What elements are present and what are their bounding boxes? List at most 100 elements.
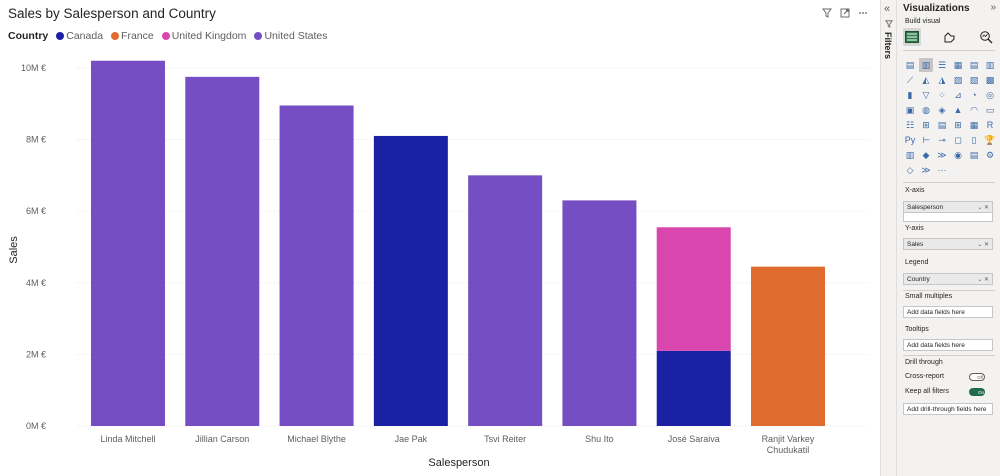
arcgis-icon[interactable]: ◉ — [954, 149, 962, 160]
bar-united-states[interactable] — [468, 175, 543, 426]
goals-icon[interactable]: 🏆 — [984, 134, 996, 145]
decomposition-tree-icon[interactable]: ⊸ — [938, 134, 946, 145]
build-visual-icon[interactable] — [903, 28, 921, 46]
bar-united-states[interactable] — [91, 60, 165, 426]
legend-entry-united-kingdom[interactable]: United Kingdom — [161, 30, 246, 42]
line-chart-icon[interactable]: ⟋ — [906, 74, 914, 85]
python-visual-icon[interactable]: Py — [904, 135, 916, 145]
field-controls-icon[interactable]: ⌄ ✕ — [977, 204, 989, 211]
legend-entry-united-states[interactable]: United States — [254, 30, 327, 42]
donut-chart-icon[interactable]: ◎ — [986, 89, 994, 100]
matrix-icon[interactable]: ▦ — [969, 119, 979, 130]
filter-pane-icon — [885, 20, 893, 30]
stacked-funnel-icon[interactable]: ⊿ — [954, 89, 962, 100]
x-tick-label: Shu Ito — [585, 434, 614, 444]
y-tick-label: 0M € — [26, 421, 46, 431]
report-canvas: Sales by Salesperson and Country Country… — [8, 6, 870, 469]
chevron-double-left-icon[interactable]: « — [884, 3, 891, 15]
kpi-icon[interactable]: ⊞ — [922, 119, 930, 130]
power-automate-icon[interactable]: ≫ — [937, 149, 947, 160]
legend-swatch — [254, 32, 263, 40]
x-axis-drop-zone[interactable] — [903, 213, 993, 222]
build-icon[interactable]: ≫ — [921, 164, 931, 175]
bar-canada[interactable] — [373, 135, 448, 426]
line-column-chart-icon[interactable]: ▧ — [969, 74, 979, 85]
pie-chart-icon[interactable]: ◔ — [971, 90, 977, 100]
y-tick-label: 2M € — [26, 349, 46, 359]
legend-entry-france[interactable]: France — [111, 30, 154, 42]
y-axis-field[interactable]: Sales ⌄ ✕ — [903, 238, 993, 250]
stacked-area-chart-icon[interactable]: ◮ — [938, 74, 946, 85]
field-controls-icon[interactable]: ⌄ ✕ — [977, 276, 989, 283]
analytics-icon[interactable] — [977, 28, 995, 46]
custom-icon[interactable]: ⚙ — [985, 149, 995, 160]
keep-all-filters-toggle[interactable]: On — [969, 388, 985, 396]
funnel-chart-icon[interactable]: ▽ — [922, 89, 930, 100]
x-tick-label: José Saraiva — [668, 434, 720, 444]
x-axis-title: Salesperson — [428, 457, 489, 469]
key-influencers-icon[interactable]: ⊢ — [922, 134, 930, 145]
y-tick-label: 8M € — [26, 135, 46, 145]
waterfall-chart-icon[interactable]: ▮ — [907, 89, 913, 100]
cross-report-toggle[interactable]: Off — [969, 373, 985, 381]
narrative-icon[interactable]: ▯ — [971, 134, 977, 145]
bar-united-kingdom[interactable] — [656, 227, 731, 351]
filters-pane-collapsed[interactable]: « Filters — [880, 0, 897, 476]
tooltips-drop-zone[interactable]: Add data fields here — [903, 339, 993, 351]
drill-through-label: Drill through — [905, 359, 943, 366]
bar-united-states[interactable] — [185, 76, 260, 426]
scatter-chart-icon[interactable]: ⁘ — [938, 89, 946, 100]
x-tick-label: Chudukatil — [767, 445, 810, 455]
bar-france[interactable] — [751, 266, 825, 426]
more-options-icon[interactable] — [858, 8, 868, 21]
more-visuals-icon[interactable]: ··· — [937, 165, 947, 175]
stacked-column-chart-icon[interactable]: ▥ — [919, 58, 933, 72]
bar-united-states[interactable] — [562, 200, 637, 426]
x-axis-field[interactable]: Salesperson ⌄ ✕ — [903, 201, 993, 213]
field-controls-icon[interactable]: ⌄ ✕ — [977, 241, 989, 248]
clustered-bar-chart-icon[interactable]: ☰ — [937, 59, 947, 70]
filled-map-icon[interactable]: ◈ — [938, 104, 946, 115]
x-axis-well-label: X-axis — [905, 187, 925, 194]
qa-icon[interactable]: ◻ — [954, 134, 962, 145]
smart-narrative-icon[interactable]: ▤ — [969, 149, 979, 160]
map-icon[interactable]: ◍ — [922, 104, 930, 115]
legend-field[interactable]: Country ⌄ ✕ — [903, 273, 993, 285]
get-more-visuals-icon[interactable]: ◇ — [906, 164, 914, 175]
filters-label: Filters — [883, 32, 893, 60]
treemap-icon[interactable]: ▣ — [905, 104, 915, 115]
slicer-icon[interactable]: ▤ — [937, 119, 947, 130]
filter-icon[interactable] — [822, 8, 832, 21]
pane-divider — [903, 50, 995, 51]
card-icon[interactable]: ▭ — [985, 104, 995, 115]
paginated-report-icon[interactable]: ▥ — [905, 149, 915, 160]
small-multiples-drop-zone[interactable]: Add data fields here — [903, 306, 993, 318]
bar-united-states[interactable] — [279, 105, 354, 426]
y-tick-label: 4M € — [26, 278, 46, 288]
pane-tabs — [903, 28, 995, 46]
clustered-column-chart-icon[interactable]: ▦ — [953, 59, 963, 70]
y-axis-well-label: Y-axis — [905, 225, 924, 232]
drill-through-drop-zone[interactable]: Add drill-through fields here — [903, 403, 993, 415]
azure-map-icon[interactable]: ▲ — [953, 105, 963, 115]
bar-100-icon[interactable]: ▤ — [969, 59, 979, 70]
area-chart-icon[interactable]: ◭ — [922, 74, 930, 85]
focus-mode-icon[interactable] — [840, 8, 850, 21]
r-visual-icon[interactable]: R — [986, 120, 994, 130]
cross-report-label: Cross-report — [905, 373, 944, 380]
line-stacked-column-icon[interactable]: ▩ — [985, 74, 995, 85]
stacked-bar-chart-icon[interactable]: ▤ — [905, 59, 915, 70]
column-100-icon[interactable]: ▥ — [985, 59, 995, 70]
power-apps-icon[interactable]: ◆ — [922, 149, 930, 160]
gauge-icon[interactable]: ◠ — [970, 104, 978, 115]
multi-row-card-icon[interactable]: ☷ — [905, 119, 915, 130]
legend-entry-canada[interactable]: Canada — [56, 30, 103, 42]
legend-swatch — [111, 32, 120, 40]
legend-well-label: Legend — [905, 259, 929, 266]
chevron-double-right-icon[interactable]: » — [990, 2, 996, 13]
ribbon-chart-icon[interactable]: ▨ — [953, 74, 963, 85]
bar-canada[interactable] — [656, 350, 731, 426]
format-visual-icon[interactable] — [940, 28, 958, 46]
table-icon[interactable]: ⊞ — [954, 119, 962, 130]
chart-title: Sales by Salesperson and Country — [8, 6, 216, 21]
